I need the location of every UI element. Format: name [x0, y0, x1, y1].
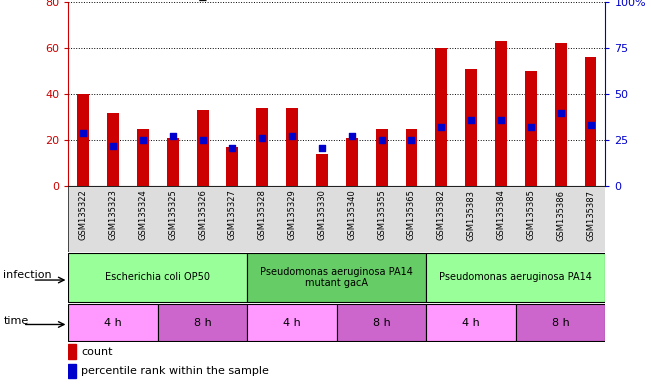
Bar	[256, 108, 268, 186]
Text: infection: infection	[3, 270, 52, 280]
Text: 8 h: 8 h	[194, 318, 212, 328]
Point	[257, 135, 268, 141]
Text: GSM135383: GSM135383	[467, 190, 476, 240]
Text: Pseudomonas aeruginosa PA14
mutant gacA: Pseudomonas aeruginosa PA14 mutant gacA	[260, 266, 413, 288]
Bar	[525, 71, 537, 186]
Text: GSM135327: GSM135327	[228, 190, 237, 240]
Text: GSM135325: GSM135325	[169, 190, 177, 240]
Text: 4 h: 4 h	[283, 318, 301, 328]
Bar	[555, 43, 566, 186]
Text: GDS3252 / 174336_at: GDS3252 / 174336_at	[68, 0, 221, 1]
Point	[197, 137, 208, 143]
Text: count: count	[81, 347, 113, 357]
Text: Escherichia coli OP50: Escherichia coli OP50	[105, 272, 210, 283]
Text: percentile rank within the sample: percentile rank within the sample	[81, 366, 269, 376]
Bar	[426, 304, 516, 341]
Bar	[197, 110, 208, 186]
Text: GSM135355: GSM135355	[377, 190, 386, 240]
Text: GSM135382: GSM135382	[437, 190, 446, 240]
Point	[346, 133, 357, 139]
Text: 8 h: 8 h	[552, 318, 570, 328]
Text: GSM135329: GSM135329	[288, 190, 297, 240]
Point	[167, 133, 178, 139]
Point	[525, 124, 536, 130]
Bar	[406, 129, 417, 186]
Bar	[247, 304, 337, 341]
Text: GSM135385: GSM135385	[527, 190, 535, 240]
Bar	[77, 94, 89, 186]
Text: 4 h: 4 h	[104, 318, 122, 328]
Point	[287, 133, 298, 139]
Bar	[495, 41, 507, 186]
Bar	[137, 129, 149, 186]
Bar	[376, 129, 387, 186]
Point	[78, 130, 89, 136]
Text: 8 h: 8 h	[373, 318, 391, 328]
Bar	[286, 108, 298, 186]
Text: GSM135323: GSM135323	[109, 190, 118, 240]
Point	[496, 117, 506, 123]
Point	[376, 137, 387, 143]
Text: time: time	[3, 316, 29, 326]
Text: GSM135330: GSM135330	[318, 190, 326, 240]
Text: GSM135326: GSM135326	[198, 190, 207, 240]
Text: GSM135384: GSM135384	[497, 190, 505, 240]
Bar	[247, 253, 426, 302]
Point	[138, 137, 148, 143]
Text: GSM135340: GSM135340	[348, 190, 356, 240]
Point	[406, 137, 417, 143]
Point	[585, 122, 596, 129]
Bar	[346, 138, 358, 186]
Bar	[426, 253, 605, 302]
Text: GSM135322: GSM135322	[79, 190, 88, 240]
Bar	[107, 113, 119, 186]
Bar	[68, 364, 76, 378]
Point	[466, 117, 477, 123]
Bar	[68, 304, 158, 341]
Text: GSM135324: GSM135324	[139, 190, 147, 240]
Bar	[316, 154, 328, 186]
Bar	[158, 304, 247, 341]
Text: 4 h: 4 h	[462, 318, 480, 328]
Text: Pseudomonas aeruginosa PA14: Pseudomonas aeruginosa PA14	[439, 272, 592, 283]
Bar	[167, 138, 179, 186]
Bar	[465, 69, 477, 186]
Bar	[68, 344, 76, 359]
Point	[227, 144, 238, 151]
Bar	[516, 304, 605, 341]
Text: GSM135328: GSM135328	[258, 190, 267, 240]
Bar	[68, 253, 247, 302]
Text: GSM135386: GSM135386	[556, 190, 565, 240]
Bar	[436, 48, 447, 186]
Bar	[585, 57, 596, 186]
Point	[436, 124, 447, 130]
Bar	[337, 304, 426, 341]
Point	[555, 109, 566, 116]
Point	[317, 144, 327, 151]
Text: GSM135365: GSM135365	[407, 190, 416, 240]
Bar	[227, 147, 238, 186]
Point	[108, 142, 118, 149]
Text: GSM135387: GSM135387	[586, 190, 595, 240]
